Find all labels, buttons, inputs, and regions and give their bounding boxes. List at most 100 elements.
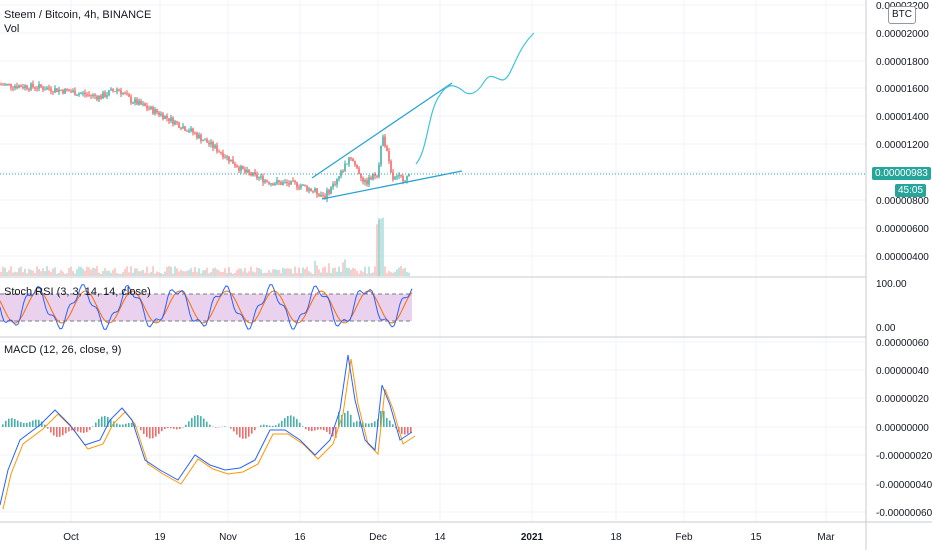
candle-body [36,88,38,90]
macd-histogram-bar [194,415,196,427]
candle-body [404,180,406,182]
volume-bar [238,268,240,276]
macd-histogram-bar [335,427,337,438]
volume-bar [126,266,128,276]
volume-bar [142,269,144,276]
candle-body [110,89,112,91]
candle-body [394,177,396,180]
macd-histogram-bar [170,427,172,429]
macd-histogram-bar [113,421,115,427]
volume-bar [198,268,200,276]
macd-histogram-bar [71,427,73,431]
volume-bar [76,269,78,276]
candle-body [282,182,284,185]
candle-body [34,87,36,89]
macd-histogram-bar [50,427,52,433]
macd-histogram-bar [110,419,112,427]
volume-bar [408,272,410,276]
volume-bar [386,273,388,276]
candle-body [0,84,2,86]
macd-histogram-bar [224,426,226,427]
stoch-k-line [0,284,413,330]
volume-bar [314,260,316,276]
candle-body [370,177,372,180]
macd-histogram-bar [185,424,187,427]
volume-bar [176,268,178,276]
volume-bar [322,267,324,276]
wedge-lower-line [321,170,463,200]
candle-body [166,115,168,119]
candle-body [46,87,48,90]
macd-histogram-bar [350,414,352,427]
volume-bar [374,266,376,276]
currency-button[interactable]: BTC [888,6,916,24]
macd-histogram-bar [251,427,253,434]
candle-body [244,169,246,173]
macd-tick-label: -0.00000040 [876,480,932,491]
candle-body [288,183,290,185]
price-tick-label: 0.00001200 [876,140,929,151]
candle-body [138,100,140,105]
candle-body [132,102,134,104]
macd-histogram-bar [101,416,103,427]
volume-bar [38,268,40,276]
candle-body [12,87,14,89]
candle-body [310,188,312,192]
macd-histogram-bar [200,416,202,427]
volume-bars [0,217,410,276]
projection-path [415,32,535,165]
candle-body [18,85,20,88]
candle-body [408,173,410,177]
candle-body [352,158,354,162]
candle-body [384,136,386,147]
candle-body [328,189,330,194]
macd-histogram-bar [188,421,190,427]
candle-body [48,87,50,89]
volume-bar [252,271,254,276]
volume-bar [402,268,404,276]
wedge-drawing[interactable] [311,32,535,200]
candle-body [78,93,80,95]
candle-body [320,194,322,197]
macd-histogram-bar [392,424,394,427]
candle-body [368,177,370,185]
candle-body [312,191,314,193]
macd-histogram-bar [17,420,19,427]
candle-body [42,87,44,90]
macd-histogram-bar [242,427,244,439]
volume-bar [320,272,322,276]
macd-histogram-bar [152,427,154,439]
volume-bar [128,272,130,276]
candle-body [52,91,54,93]
volume-bar [104,268,106,276]
candle-body [72,90,74,92]
macd-histogram-bar [92,426,94,427]
candle-body [190,128,192,132]
price-tick-label: 0.00001400 [876,112,929,123]
volume-bar [46,266,48,276]
volume-bar [166,267,168,276]
time-tick-label: 14 [434,532,446,543]
volume-bar [368,266,370,276]
volume-bar [26,273,28,276]
candle-body [158,112,160,116]
candle-body [334,183,336,185]
macd-histogram-bar [146,427,148,437]
candle-body [162,113,164,119]
candle-body [178,122,180,128]
macd-histogram-bar [53,427,55,436]
macd-histogram-bar [236,427,238,435]
volume-bar [172,273,174,276]
volume-bar [130,266,132,276]
candle-body [348,157,350,164]
volume-bar [118,273,120,276]
macd-histogram-bar [299,422,301,427]
macd-histogram-bar [293,416,295,427]
macd-histogram-bar [230,427,232,429]
volume-label: Vol [4,23,20,35]
candle-body [208,142,210,145]
volume-bar [382,217,384,276]
candle-body [194,132,196,134]
candle-body [28,88,30,90]
